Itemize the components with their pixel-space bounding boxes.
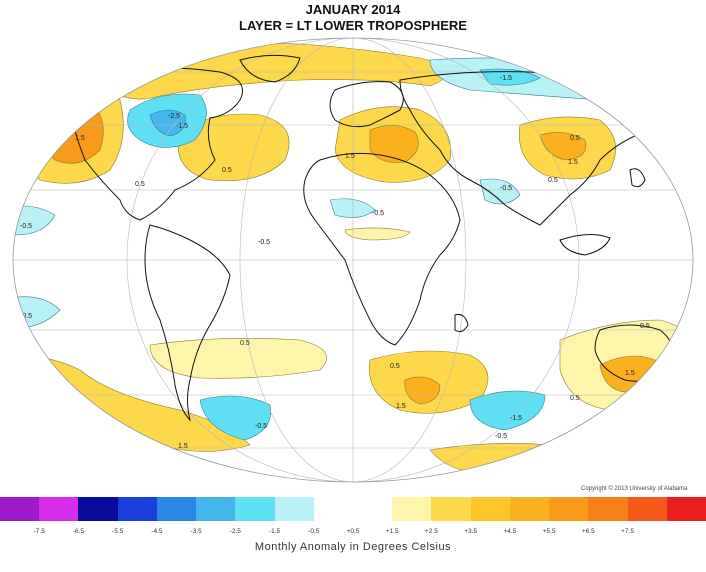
contour-label: -0.5 — [495, 433, 507, 440]
color-scale-swatch — [627, 497, 668, 521]
contour-label: -1.5 — [176, 123, 188, 130]
color-scale-swatch — [392, 497, 432, 521]
contour-label: -0.5 — [255, 423, 267, 430]
contour-label: 1.5 — [178, 443, 188, 450]
color-scale-swatch — [156, 497, 197, 521]
color-scale-tick-label: +1.5 — [385, 528, 399, 535]
color-scale-swatch — [470, 497, 511, 521]
contour-label: 0.5 — [222, 167, 232, 174]
color-scale-tick-label: +7.5 — [621, 528, 634, 535]
color-scale-swatch — [235, 497, 276, 521]
contour-label: -0.5 — [500, 185, 512, 192]
color-scale-tick-label: +2.5 — [425, 528, 438, 535]
contour-label: 0.5 — [570, 395, 580, 402]
color-scale-swatch — [431, 497, 472, 521]
color-scale-swatch — [588, 497, 629, 521]
color-scale-swatch — [78, 497, 119, 521]
color-scale-tick-label: -0.5 — [308, 528, 320, 535]
contour-label: 0.5 — [135, 181, 145, 188]
contour-label: 1.5 — [345, 153, 355, 160]
color-scale-tick-label: -6.5 — [72, 528, 85, 535]
title-layer: LAYER = LT LOWER TROPOSPHERE — [239, 18, 467, 33]
contour-label: -0.5 — [20, 313, 32, 320]
color-scale-swatch — [117, 497, 158, 521]
title-month: JANUARY 2014 — [305, 2, 401, 17]
contour-label: 1.5 — [568, 159, 578, 166]
color-scale-tick-label: -5.5 — [112, 528, 124, 535]
color-scale-label: Monthly Anomaly in Degrees Celsius — [254, 541, 452, 553]
color-scale-bar — [0, 497, 706, 521]
color-scale-swatch — [274, 497, 315, 521]
color-scale-swatch — [196, 497, 236, 521]
contour-label: 0.5 — [640, 323, 650, 330]
contour-label: -0.5 — [258, 239, 270, 246]
contour-label: 1.5 — [396, 403, 406, 410]
contour-label: 1.5 — [625, 370, 635, 377]
contour-label: 1.5 — [75, 135, 85, 142]
color-scale-tick-label: +6.5 — [581, 528, 595, 535]
globe-outline — [12, 37, 694, 483]
world-anomaly-map: -0.5 -0.5 -0.5 -0.5 -1.5 -2.5 -1.5 -0.5 … — [12, 37, 694, 483]
color-scale-tick-label: +4.5 — [503, 528, 517, 535]
color-scale-tick-label: -2.5 — [229, 528, 241, 535]
contour-label: -2.5 — [168, 113, 180, 120]
color-scale-ticks: -7.5 -6.5 -5.5 -4.5 -3.5 -2.5 -1.5 -0.5 +0.5 +1.5… — [0, 528, 706, 540]
color-scale-swatch — [549, 497, 589, 521]
color-scale-swatch — [313, 497, 354, 521]
color-scale-swatch — [509, 497, 550, 521]
color-scale-swatch — [0, 497, 40, 521]
contour-label: -1.5 — [500, 75, 512, 82]
color-scale-tick-label: -3.5 — [190, 528, 202, 535]
contour-label: -0.5 — [372, 210, 384, 217]
color-scale-tick-label: -4.5 — [151, 528, 163, 535]
color-scale-tick-label: +3.5 — [464, 528, 478, 535]
contour-label: -1.5 — [510, 415, 522, 422]
contour-label: 0.5 — [30, 410, 40, 417]
color-scale-tick-label: -7.5 — [33, 528, 45, 535]
graticule — [13, 38, 693, 482]
contour-label: -0.5 — [20, 223, 32, 230]
color-scale-tick-label: +5.5 — [542, 528, 556, 535]
contour-label: 0.5 — [570, 135, 580, 142]
color-scale-swatch — [666, 497, 706, 521]
color-scale-swatch — [353, 497, 393, 521]
copyright-notice: Copyright © 2013 University of Alabama — [581, 486, 688, 492]
contour-label: 0.5 — [390, 363, 400, 370]
map-title: JANUARY 2014 LAYER = LT LOWER TROPOSPHER… — [0, 2, 706, 34]
contour-label: 0.5 — [240, 340, 250, 347]
contour-label: 0.5 — [548, 177, 558, 184]
color-scale-tick-label: +0.5 — [346, 528, 360, 535]
color-scale-tick-label: -1.5 — [268, 528, 281, 535]
color-scale-swatch — [39, 497, 79, 521]
map-body: -0.5 -0.5 -0.5 -0.5 -1.5 -2.5 -1.5 -0.5 … — [13, 38, 693, 482]
